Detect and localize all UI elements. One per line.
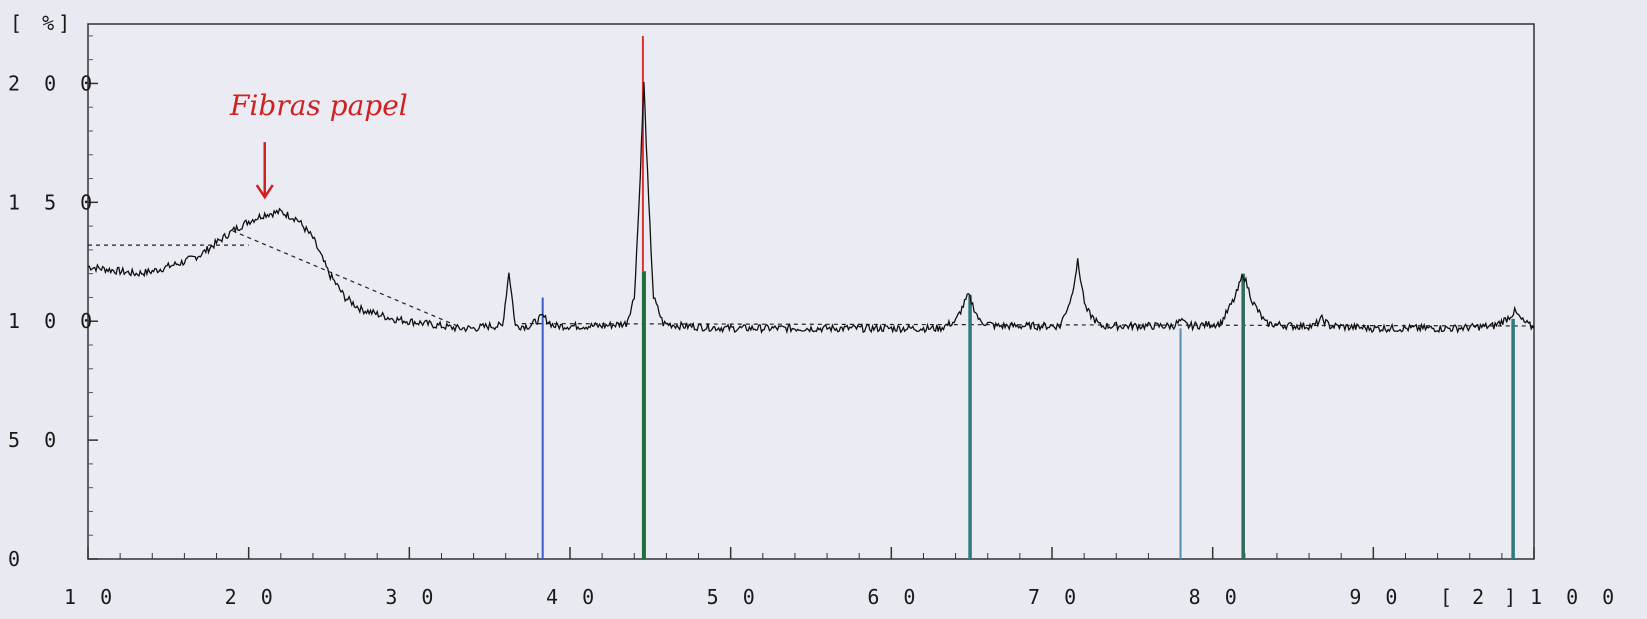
x-tick-label: 5 0: [707, 585, 761, 609]
x-unit-label: [ 2 ]: [1440, 585, 1520, 609]
x-axis: 1 0 2 0 3 0 4 0 5 0 6 0 7 0 8 0 9 0 1 0 0: [64, 547, 1620, 609]
x-tick-label: 7 0: [1028, 585, 1082, 609]
x-tick-label: 4 0: [546, 585, 600, 609]
y-tick-label: 2 0 0: [8, 71, 98, 95]
y-tick-label: 5 0: [8, 428, 62, 452]
y-axis: 0 5 0 1 0 0 1 5 0 2 0 0: [8, 35, 98, 571]
x-tick-label: 1 0 0: [1530, 585, 1620, 609]
annotation-group: Fibras papel: [229, 89, 408, 200]
x-tick-label: 2 0: [225, 585, 279, 609]
y-tick-label: 1 5 0: [8, 190, 98, 214]
background-line: [232, 230, 458, 327]
y-unit-label: [ %]: [10, 11, 74, 35]
y-tick-label: 1 0 0: [8, 309, 98, 333]
x-tick-label: 6 0: [867, 585, 921, 609]
series-line: [87, 81, 1535, 335]
x-tick-label: 3 0: [385, 585, 439, 609]
plot-area: [87, 23, 1535, 560]
x-tick-label: 1 0: [64, 585, 118, 609]
y-tick-label: 0: [8, 547, 26, 571]
x-tick-label: 8 0: [1189, 585, 1243, 609]
reference-lines: [541, 35, 1515, 559]
x-tick-label: 9 0: [1349, 585, 1403, 609]
annotation-fibras-papel: Fibras papel: [229, 89, 408, 122]
annotation-arrow-icon: [255, 142, 274, 200]
series-group: [87, 81, 1535, 335]
